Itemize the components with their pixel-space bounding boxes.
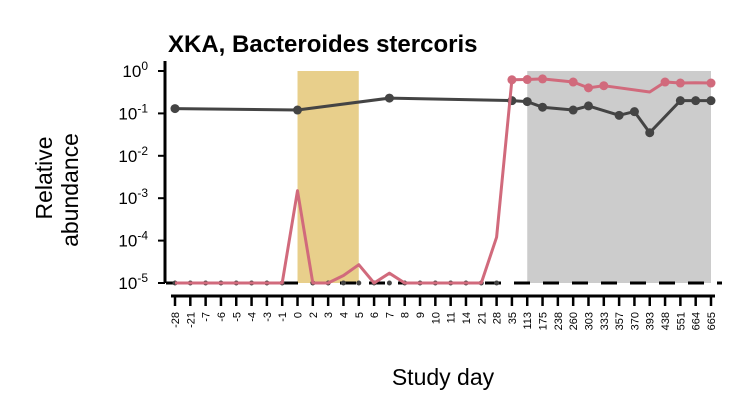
x-tick-label: 7 [384,312,396,318]
x-tick-label: 175 [538,312,550,330]
series-point [706,96,716,106]
x-tick-label: 438 [660,312,672,330]
series-point [522,97,532,107]
y-tick-label: 10-3 [118,186,148,208]
series-point [293,105,303,115]
chart-title: XKA, Bacteroides stercoris [168,31,477,58]
x-tick-label: -3 [262,312,274,322]
x-tick-label: -6 [216,312,228,322]
series-point [675,78,685,88]
y-tick-label: 10-4 [118,229,148,251]
series-point [568,77,578,87]
x-tick-label: -7 [201,312,213,322]
x-tick-label: 3 [323,312,335,318]
series-point [645,128,655,138]
shaded-region-1 [527,71,711,283]
x-tick-label: 28 [492,312,504,324]
series-point-at-limit [386,280,392,286]
series-point [507,75,517,85]
series-point [675,96,685,106]
x-tick-label: -4 [247,312,259,322]
x-tick-label: 35 [507,312,519,324]
y-axis-label-line2: abundance [57,133,83,247]
x-tick-label: 14 [461,312,473,324]
data-series [170,74,716,286]
x-tick-label: 370 [629,312,641,330]
series-point [170,104,180,114]
y-axis: 100 10-1 10-2 10-3 10-4 10-5 [118,59,167,293]
x-tick-label: -5 [231,312,243,322]
series-point-at-limit [356,280,362,286]
series-point [538,74,548,84]
series-point [384,93,394,103]
x-tick-label: 4 [338,312,350,318]
x-tick-label: -21 [185,312,197,328]
x-axis: -28 -21 -7 -6 -5 -4 -3 -1 0 2 3 4 5 6 7 8 9 10 11 14 21 28 35 1… [170,294,718,330]
series-point [583,83,593,93]
y-tick-label: 10-1 [118,101,148,123]
y-axis-label-line1: Relative [31,136,57,219]
x-tick-label: 665 [706,312,718,330]
x-tick-label: 303 [583,312,595,330]
x-tick-label: 664 [691,312,703,330]
series-point [583,101,593,111]
series-point [629,107,639,117]
series-point [706,78,716,88]
series-point [614,110,624,120]
series-point [538,102,548,112]
series-point-at-limit [340,280,346,286]
series-line-1 [175,77,712,285]
x-tick-label: 357 [614,312,626,330]
x-tick-label: -1 [277,312,289,322]
x-tick-label: 260 [568,312,580,330]
x-tick-label: 113 [522,312,534,330]
series-point [522,75,532,85]
series-point-at-limit [494,280,500,286]
x-tick-label: 238 [553,312,565,330]
series-point [599,81,609,91]
x-axis-label: Study day [392,364,495,390]
x-tick-label: 551 [675,312,687,330]
series-point [660,77,670,87]
x-tick-label: 5 [354,312,366,318]
y-tick-label: 100 [122,59,148,81]
series-line-0 [174,96,711,135]
y-tick-label: 10-2 [118,144,148,166]
x-tick-label: -28 [170,312,182,328]
series-point [691,96,701,106]
x-tick-label: 333 [599,312,611,330]
y-tick-label: 10-5 [118,271,148,293]
x-tick-label: 11 [446,312,458,323]
x-tick-label: 9 [415,312,427,318]
x-tick-label: 8 [400,312,412,318]
x-tick-label: 10 [430,312,442,324]
x-tick-label: 6 [369,312,381,318]
x-tick-label: 2 [308,312,320,318]
x-tick-label: 393 [645,312,657,330]
series-point [568,105,578,115]
x-tick-label: 21 [476,312,488,324]
x-tick-label: 0 [293,312,305,318]
